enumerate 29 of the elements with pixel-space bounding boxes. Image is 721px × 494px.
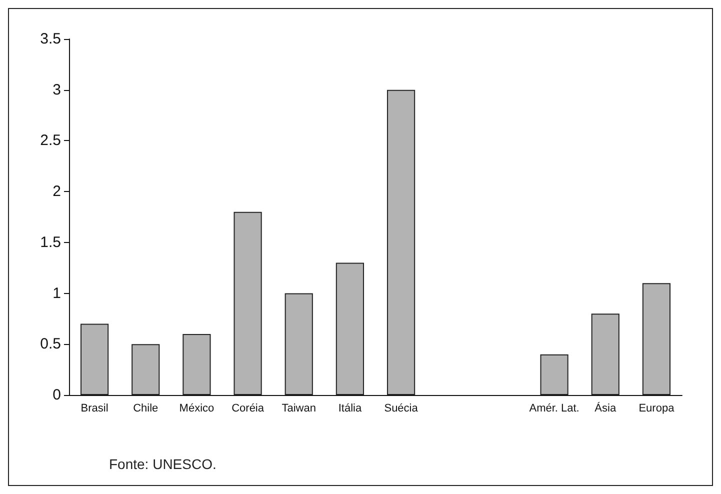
y-tick-label: 2 [52,183,61,200]
x-tick-label: México [179,402,214,414]
x-tick-label: Europa [638,402,676,414]
bar [284,293,313,395]
y-tick-label: 0 [52,386,61,404]
y-tick-label: 3.5 [40,30,61,48]
x-tick-label: Chile [133,402,158,414]
x-tick-label: Amér. Lat. [529,402,580,414]
bar [132,344,160,395]
x-tick-label: Itália [338,402,362,414]
y-tick-label: 2.5 [40,132,61,150]
bar [336,262,364,395]
bar [540,354,568,395]
source-note: Fonte: UNESCO. [109,456,216,472]
x-tick-label: Taiwan [282,402,316,414]
x-tick-label: Brasil [80,402,108,414]
bar [182,334,211,395]
bar [591,314,620,395]
y-tick-label: 1 [52,284,61,302]
bar [234,212,262,395]
x-tick-label: Coréia [232,402,265,414]
y-tick-label: 1.5 [40,234,61,251]
bar [642,283,671,395]
bar [386,90,416,395]
y-tick-label: 3 [52,81,61,98]
x-tick-label: Suécia [384,402,419,414]
bar [80,324,109,395]
y-tick-label: 0.5 [40,336,61,353]
x-tick-label: Ásia [594,402,617,414]
